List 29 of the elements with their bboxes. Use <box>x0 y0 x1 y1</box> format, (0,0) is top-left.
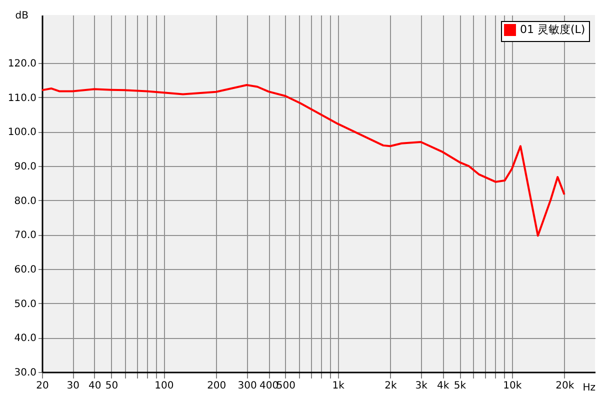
x-tick-label: 100 <box>154 380 174 392</box>
y-tick-label: 110.0 <box>8 92 36 104</box>
y-tick-label: 60.0 <box>14 264 36 276</box>
x-tick-label: 4k <box>437 380 450 392</box>
x-tick-label: 3k <box>415 380 428 392</box>
x-tick-label: 1k <box>332 380 345 392</box>
y-tick-label: 40.0 <box>14 333 36 344</box>
legend-label: 01 灵敏度(L) <box>520 23 586 36</box>
y-tick-label: 70.0 <box>14 230 36 242</box>
x-tick-label: 5k <box>454 380 466 392</box>
y-tick-label: 100.0 <box>8 127 36 138</box>
x-tick-label: 20 <box>36 380 49 392</box>
x-tick-label: 300 <box>238 380 257 392</box>
x-tick-label: 20k <box>556 380 574 392</box>
y-tick-label: 120.0 <box>8 58 36 70</box>
y-tick-label: 30.0 <box>14 368 36 378</box>
x-tick-label: 40 <box>88 380 102 392</box>
y-axis-title: dB <box>15 10 29 22</box>
y-tick-label: 50.0 <box>14 298 36 310</box>
x-tick-label: 2k <box>384 380 398 392</box>
x-tick-label: 500 <box>276 380 296 392</box>
x-tick-label: 10k <box>503 380 522 392</box>
x-tick-label: 50 <box>105 380 118 392</box>
y-tick-label: 90.0 <box>14 162 36 173</box>
x-tick-label: 200 <box>207 380 226 392</box>
x-tick-label: 30 <box>66 380 80 392</box>
x-tick-label: 400 <box>259 380 279 392</box>
y-tick-label: 80.0 <box>14 196 36 207</box>
x-axis-title: Hz <box>582 382 596 394</box>
